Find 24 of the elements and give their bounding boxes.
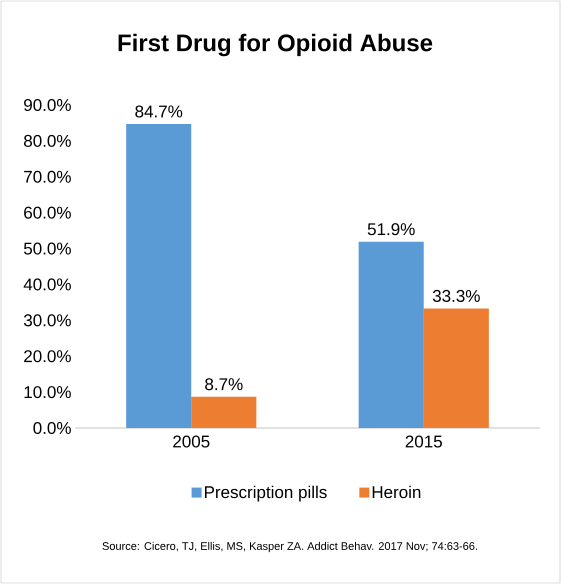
bar — [191, 396, 256, 428]
data-label: 51.9% — [368, 223, 415, 236]
y-tick-label: 30.0% — [24, 314, 71, 326]
bar — [126, 124, 192, 428]
y-tick-label: 40.0% — [24, 278, 71, 290]
data-label: 33.3% — [432, 290, 480, 302]
y-tick-label: 80.0% — [24, 134, 71, 147]
y-tick-label: 60.0% — [24, 206, 71, 219]
chart-title: First Drug for Opioid Abuse — [118, 34, 432, 56]
data-label: 84.7% — [135, 105, 182, 118]
x-tick-label: 2005 — [173, 436, 210, 448]
bar — [424, 308, 489, 428]
y-tick-label: 20.0% — [24, 350, 71, 362]
source-note: Source: Cicero, TJ, Ellis, MS, Kasper ZA. Addict Behav. 2017 Nov; 74:63-66. — [102, 542, 477, 552]
y-tick-label: 70.0% — [24, 170, 71, 183]
x-tick-label: 2015 — [406, 436, 442, 448]
y-tick-label: 0.0% — [33, 422, 71, 434]
legend-label: Prescription pills — [204, 486, 327, 502]
data-label: 8.7% — [205, 378, 243, 390]
legend-label: Heroin — [372, 486, 420, 498]
y-tick-label: 10.0% — [24, 386, 71, 398]
y-tick-label: 50.0% — [24, 242, 71, 255]
bar — [358, 242, 424, 428]
y-tick-label: 90.0% — [24, 98, 71, 112]
